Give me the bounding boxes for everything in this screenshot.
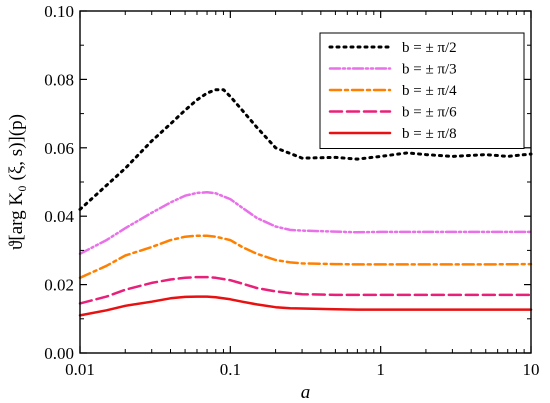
series-line-3 bbox=[78, 234, 533, 280]
legend: b = ± π/2 b = ± π/3 b = ± π/4 b = ± π/6 b = … bbox=[319, 32, 525, 149]
legend-label-4: b = ± π/6 bbox=[402, 105, 457, 121]
plot-layer bbox=[78, 88, 533, 317]
legend-label-5: b = ± π/8 bbox=[402, 126, 457, 142]
legend-label-1: b = ± π/2 bbox=[402, 40, 457, 56]
series-line-2 bbox=[78, 191, 533, 256]
ticks-layer: 0.01 0.1 1 10 0.00 0.02 0.04 0.06 0.08 0.10 bbox=[44, 2, 539, 379]
y-tick-label: 0.08 bbox=[44, 70, 74, 89]
x-axis-label: a bbox=[301, 382, 311, 403]
x-tick-label: 10 bbox=[523, 360, 540, 379]
x-tick-label: 1 bbox=[376, 360, 385, 379]
y-tick-label: 0.06 bbox=[44, 139, 74, 158]
legend-label-3: b = ± π/4 bbox=[402, 83, 457, 99]
x-tick-label: 0.1 bbox=[220, 360, 241, 379]
series-line-1 bbox=[78, 88, 533, 211]
series-line-4 bbox=[78, 275, 533, 305]
y-tick-label: 0.10 bbox=[44, 2, 74, 21]
y-tick-label: 0.02 bbox=[44, 276, 74, 295]
y-tick-label: 0.04 bbox=[44, 207, 74, 226]
y-axis-label: ϑ[arg K₀ (ξ, s)](p) bbox=[6, 114, 27, 250]
series-line-5 bbox=[78, 295, 533, 317]
y-tick-label: 0.00 bbox=[44, 344, 74, 363]
x-tick-label: 0.01 bbox=[65, 360, 95, 379]
legend-label-2: b = ± π/3 bbox=[402, 62, 457, 78]
